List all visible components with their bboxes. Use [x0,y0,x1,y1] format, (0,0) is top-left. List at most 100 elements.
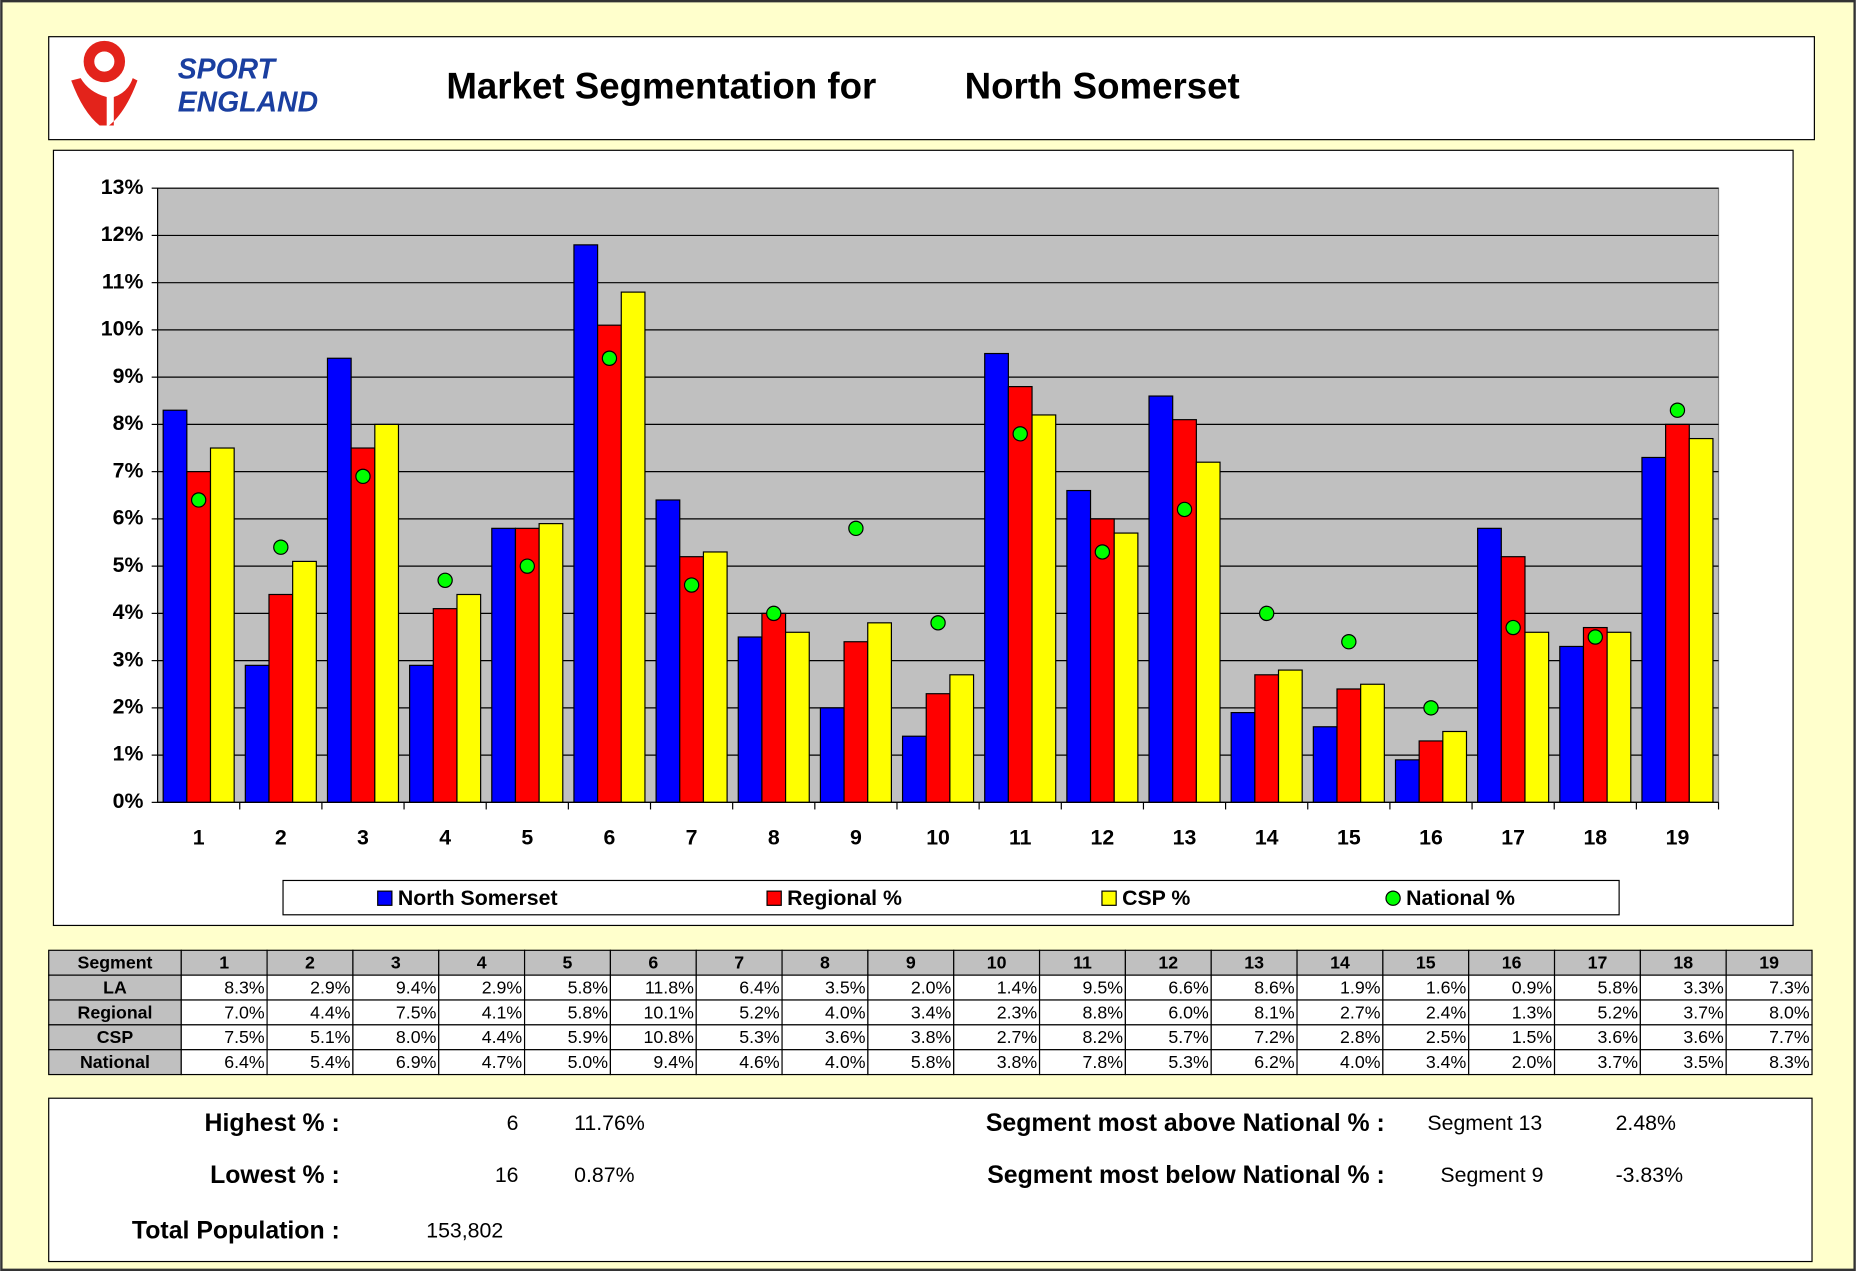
table-cell [1553,974,1641,1001]
y-tick-label: 5% [113,553,144,577]
table-value: 2.5% [1426,1027,1467,1047]
table-value: 1.4% [997,977,1038,997]
table-header: 10 [987,953,1007,973]
table-cell [867,1049,955,1076]
table-cell [1639,949,1727,976]
table-header: 5 [563,953,573,973]
y-tick-label: 11% [102,269,144,293]
table-value: 1.3% [1512,1002,1553,1022]
bar [326,357,352,803]
table-cell [1468,1049,1556,1076]
x-tick-label: 19 [1666,826,1690,850]
table-row-label: CSP [97,1027,134,1047]
table-value: 9.4% [396,977,437,997]
x-tick-label: 6 [604,826,616,850]
table-value: 8.6% [1254,977,1295,997]
table-header: 16 [1502,953,1522,973]
table-cell [1382,1049,1470,1076]
table-value: 2.3% [997,1002,1038,1022]
bar [162,409,188,803]
bar [620,291,646,803]
bar [1524,631,1550,803]
table-row-label: National [80,1052,150,1072]
bar [819,707,845,803]
table-cell [1725,974,1813,1001]
header-box [48,36,1815,141]
x-tick-label: 18 [1583,826,1607,850]
national-dot [1669,402,1686,418]
table-value: 5.1% [310,1027,351,1047]
bar [409,664,434,803]
x-tick-label: 16 [1419,826,1443,850]
logo-text: ENGLAND [178,87,318,119]
area-name: North Somerset [965,65,1240,106]
bar [867,622,892,803]
summary-box [48,1097,1813,1263]
bar [1336,688,1362,803]
x-tick-label: 13 [1173,826,1197,850]
table-value: 8.2% [1083,1027,1124,1047]
table-value: 5.8% [911,1052,952,1072]
bar [573,244,599,803]
bar [456,593,482,803]
table-cell [867,974,955,1001]
table-value: 8.0% [1769,1002,1810,1022]
table-value: 3.7% [1598,1052,1639,1072]
logo-text: SPORT [178,54,278,86]
logo-right [109,78,138,126]
table-cell [1639,1049,1727,1076]
chart: 0%1%2%3%4%5%6%7%8%9%10%11%12%13%1 2 3 4 5 6 7 8… [101,175,1720,910]
y-tick-label: 6% [113,506,144,530]
bar [702,551,728,803]
table-value: 3.8% [911,1027,952,1047]
national-dot [1258,605,1275,622]
table-cell [438,1049,526,1076]
logo-left [71,78,107,126]
legend-label: CSP % [1122,886,1190,910]
table-value: 2.7% [997,1027,1038,1047]
bar [209,447,235,803]
bar [1254,674,1280,803]
table-value: 6.0% [1168,1002,1209,1022]
x-tick-label: 9 [850,826,862,850]
table-cell [953,999,1041,1026]
table-header: 18 [1673,953,1693,973]
legend-marker [377,890,393,906]
table-cell [1210,999,1298,1026]
bar [901,735,927,803]
table-value: 1.9% [1340,977,1381,997]
bar [1641,456,1667,803]
national-dot [1094,544,1111,560]
summary-value: 0.87% [574,1163,634,1187]
bar [949,674,975,803]
table-value: 2.0% [1512,1052,1553,1072]
table-value: 3.3% [1683,977,1724,997]
table-value: 2.8% [1340,1027,1381,1047]
x-tick-label: 11 [1009,826,1032,850]
table-value: 3.7% [1683,1002,1724,1022]
table-cell [1038,999,1126,1026]
table-cell [953,1024,1041,1051]
national-dot [273,539,289,555]
table-cell [953,949,1041,976]
y-tick-label: 12% [101,222,144,246]
y-tick-label: 1% [113,742,144,766]
x-tick-label: 14 [1255,826,1279,850]
table-value: 9.4% [653,1052,694,1072]
table-value: 3.5% [825,977,866,997]
bar [538,523,564,803]
summary-value: 16 [495,1163,519,1187]
table-cell [438,949,526,976]
national-dot [601,350,618,366]
table-header: 17 [1588,953,1608,973]
table-value: 3.4% [911,1002,952,1022]
table-cell [695,1049,783,1076]
table-header: 12 [1158,953,1178,973]
table-cell [953,1049,1041,1076]
table-cell [180,1049,268,1076]
table-value: 5.3% [1168,1052,1209,1072]
table-value: 2.0% [911,977,952,997]
y-tick-label: 0% [113,789,144,813]
x-tick-label: 5 [521,826,533,850]
